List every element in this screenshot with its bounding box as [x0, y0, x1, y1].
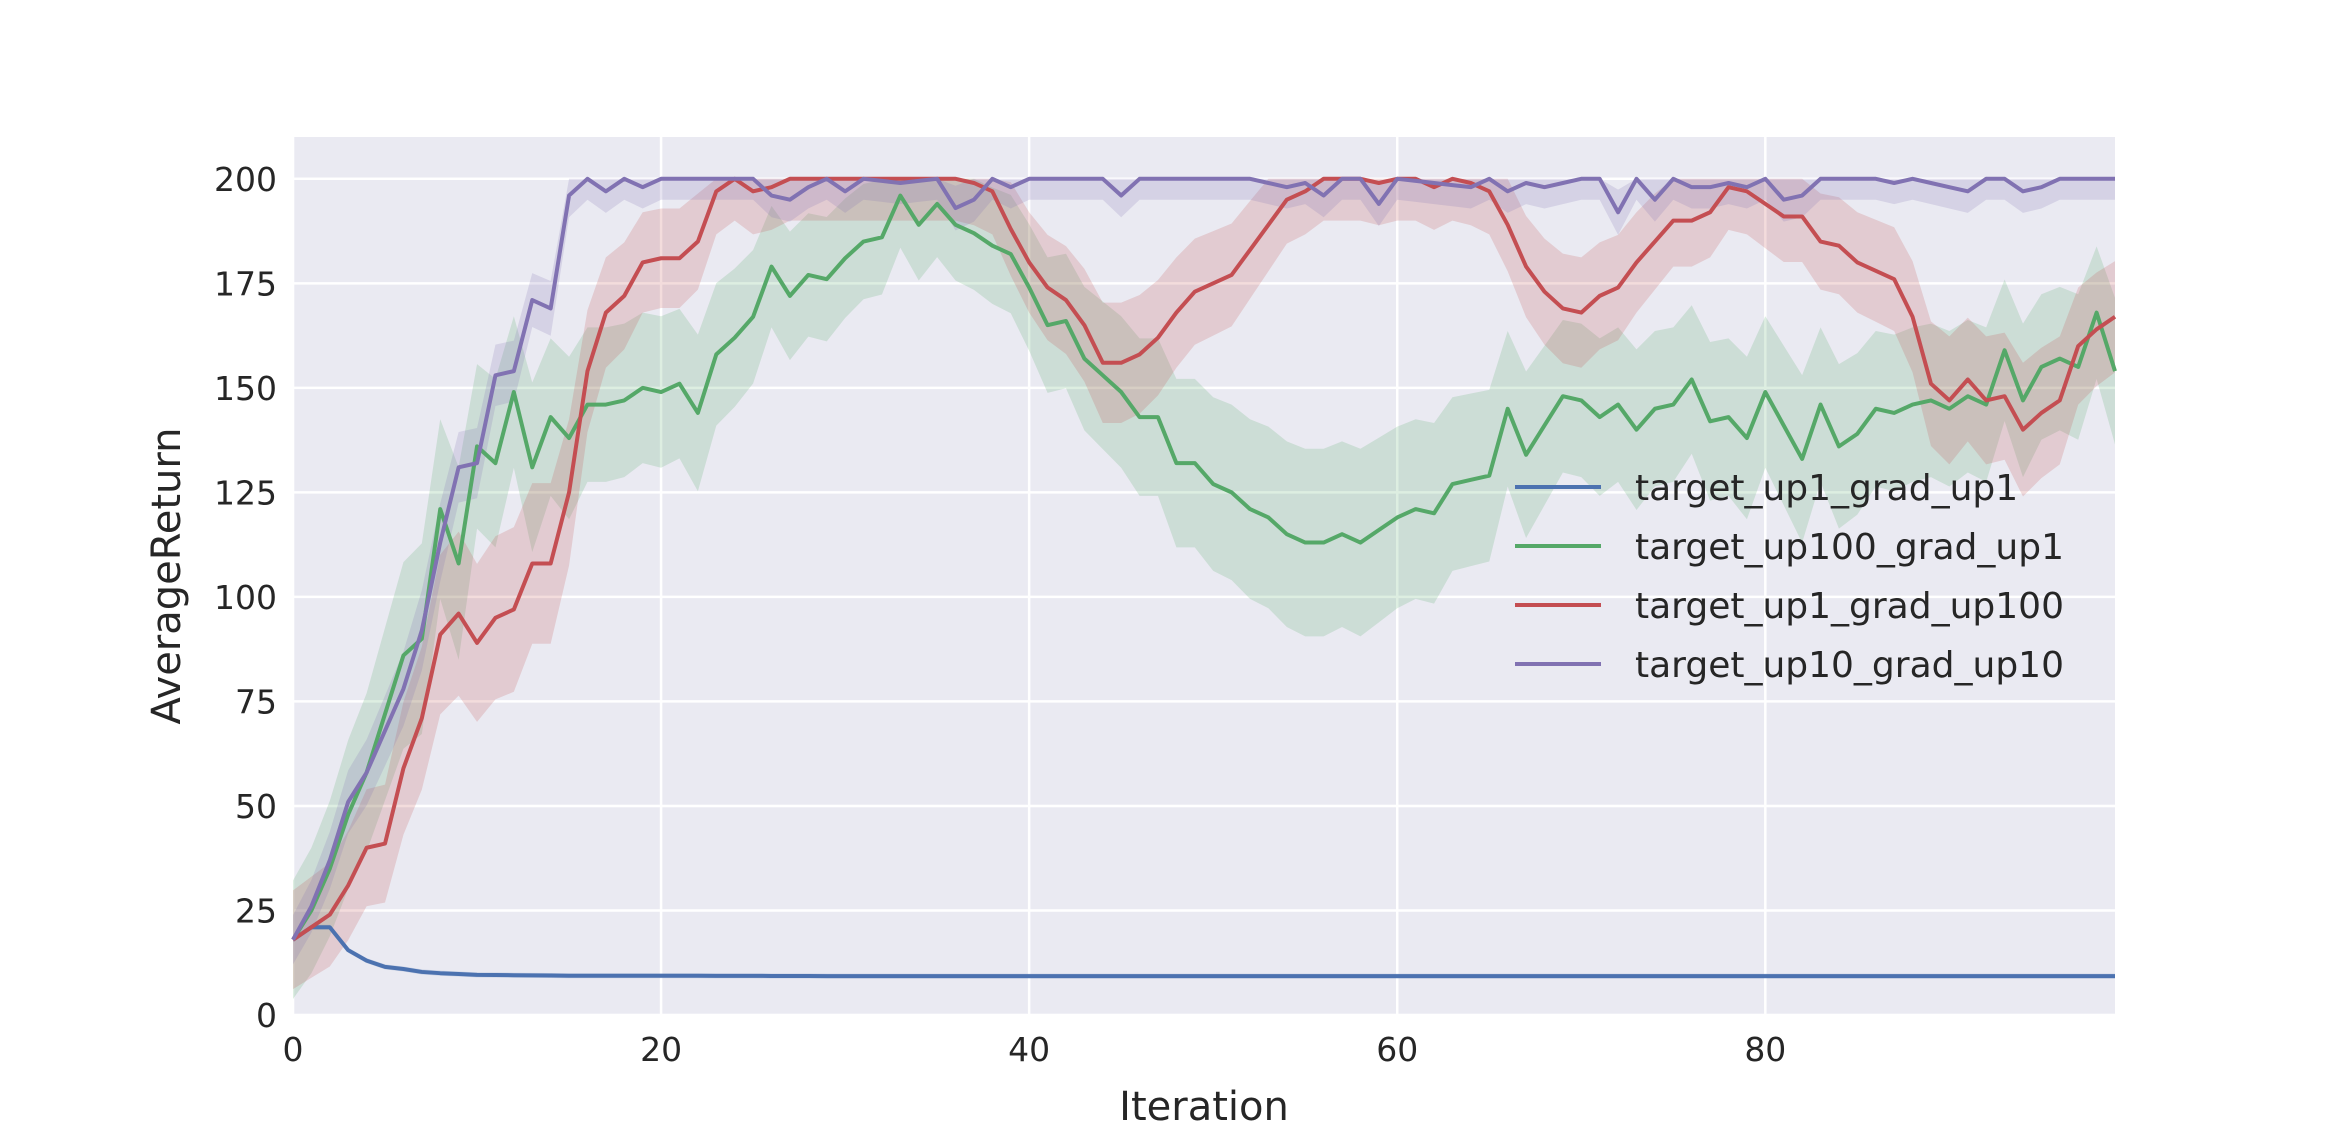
y-tick-label: 200 — [214, 160, 277, 199]
series-line-target-up1-grad-up100 — [291, 176, 2117, 942]
legend-label: target_up1_grad_up100 — [1635, 586, 2064, 627]
x-tick-label: 40 — [1008, 1030, 1050, 1069]
y-tick-label: 150 — [214, 369, 277, 408]
y-tick-label: 50 — [235, 787, 277, 826]
y-tick-labels: 0 25 50 75 100 125 150 175 200 — [214, 160, 277, 1035]
legend: target_up1_grad_up1 target_up100_grad_up1… — [1515, 468, 2064, 686]
x-tick-label: 80 — [1744, 1030, 1786, 1069]
x-tick-label: 60 — [1376, 1030, 1418, 1069]
legend-label: target_up10_grad_up10 — [1635, 645, 2064, 686]
band-target-up100-grad-up1 — [293, 178, 2115, 999]
legend-label: target_up100_grad_up1 — [1635, 527, 2064, 568]
y-tick-label: 175 — [214, 264, 277, 303]
legend-label: target_up1_grad_up1 — [1635, 468, 2018, 509]
series-line-target-up10-grad-up10 — [291, 176, 2115, 941]
series-line-target-up1-grad-up1 — [291, 925, 2115, 979]
x-tick-label: 0 — [283, 1030, 304, 1069]
y-tick-label: 0 — [256, 996, 277, 1035]
y-axis-label: AverageReturn — [144, 428, 190, 725]
series-line-target-up100-grad-up1 — [291, 193, 2117, 941]
series-lines — [291, 176, 2117, 979]
y-tick-label: 25 — [235, 891, 277, 930]
x-tick-label: 20 — [640, 1030, 682, 1069]
y-tick-label: 125 — [214, 473, 277, 512]
y-tick-label: 75 — [235, 682, 277, 721]
x-tick-labels: 0 20 40 60 80 — [283, 1030, 1787, 1069]
y-tick-label: 100 — [214, 578, 277, 617]
x-axis-label: Iteration — [1119, 1084, 1289, 1130]
